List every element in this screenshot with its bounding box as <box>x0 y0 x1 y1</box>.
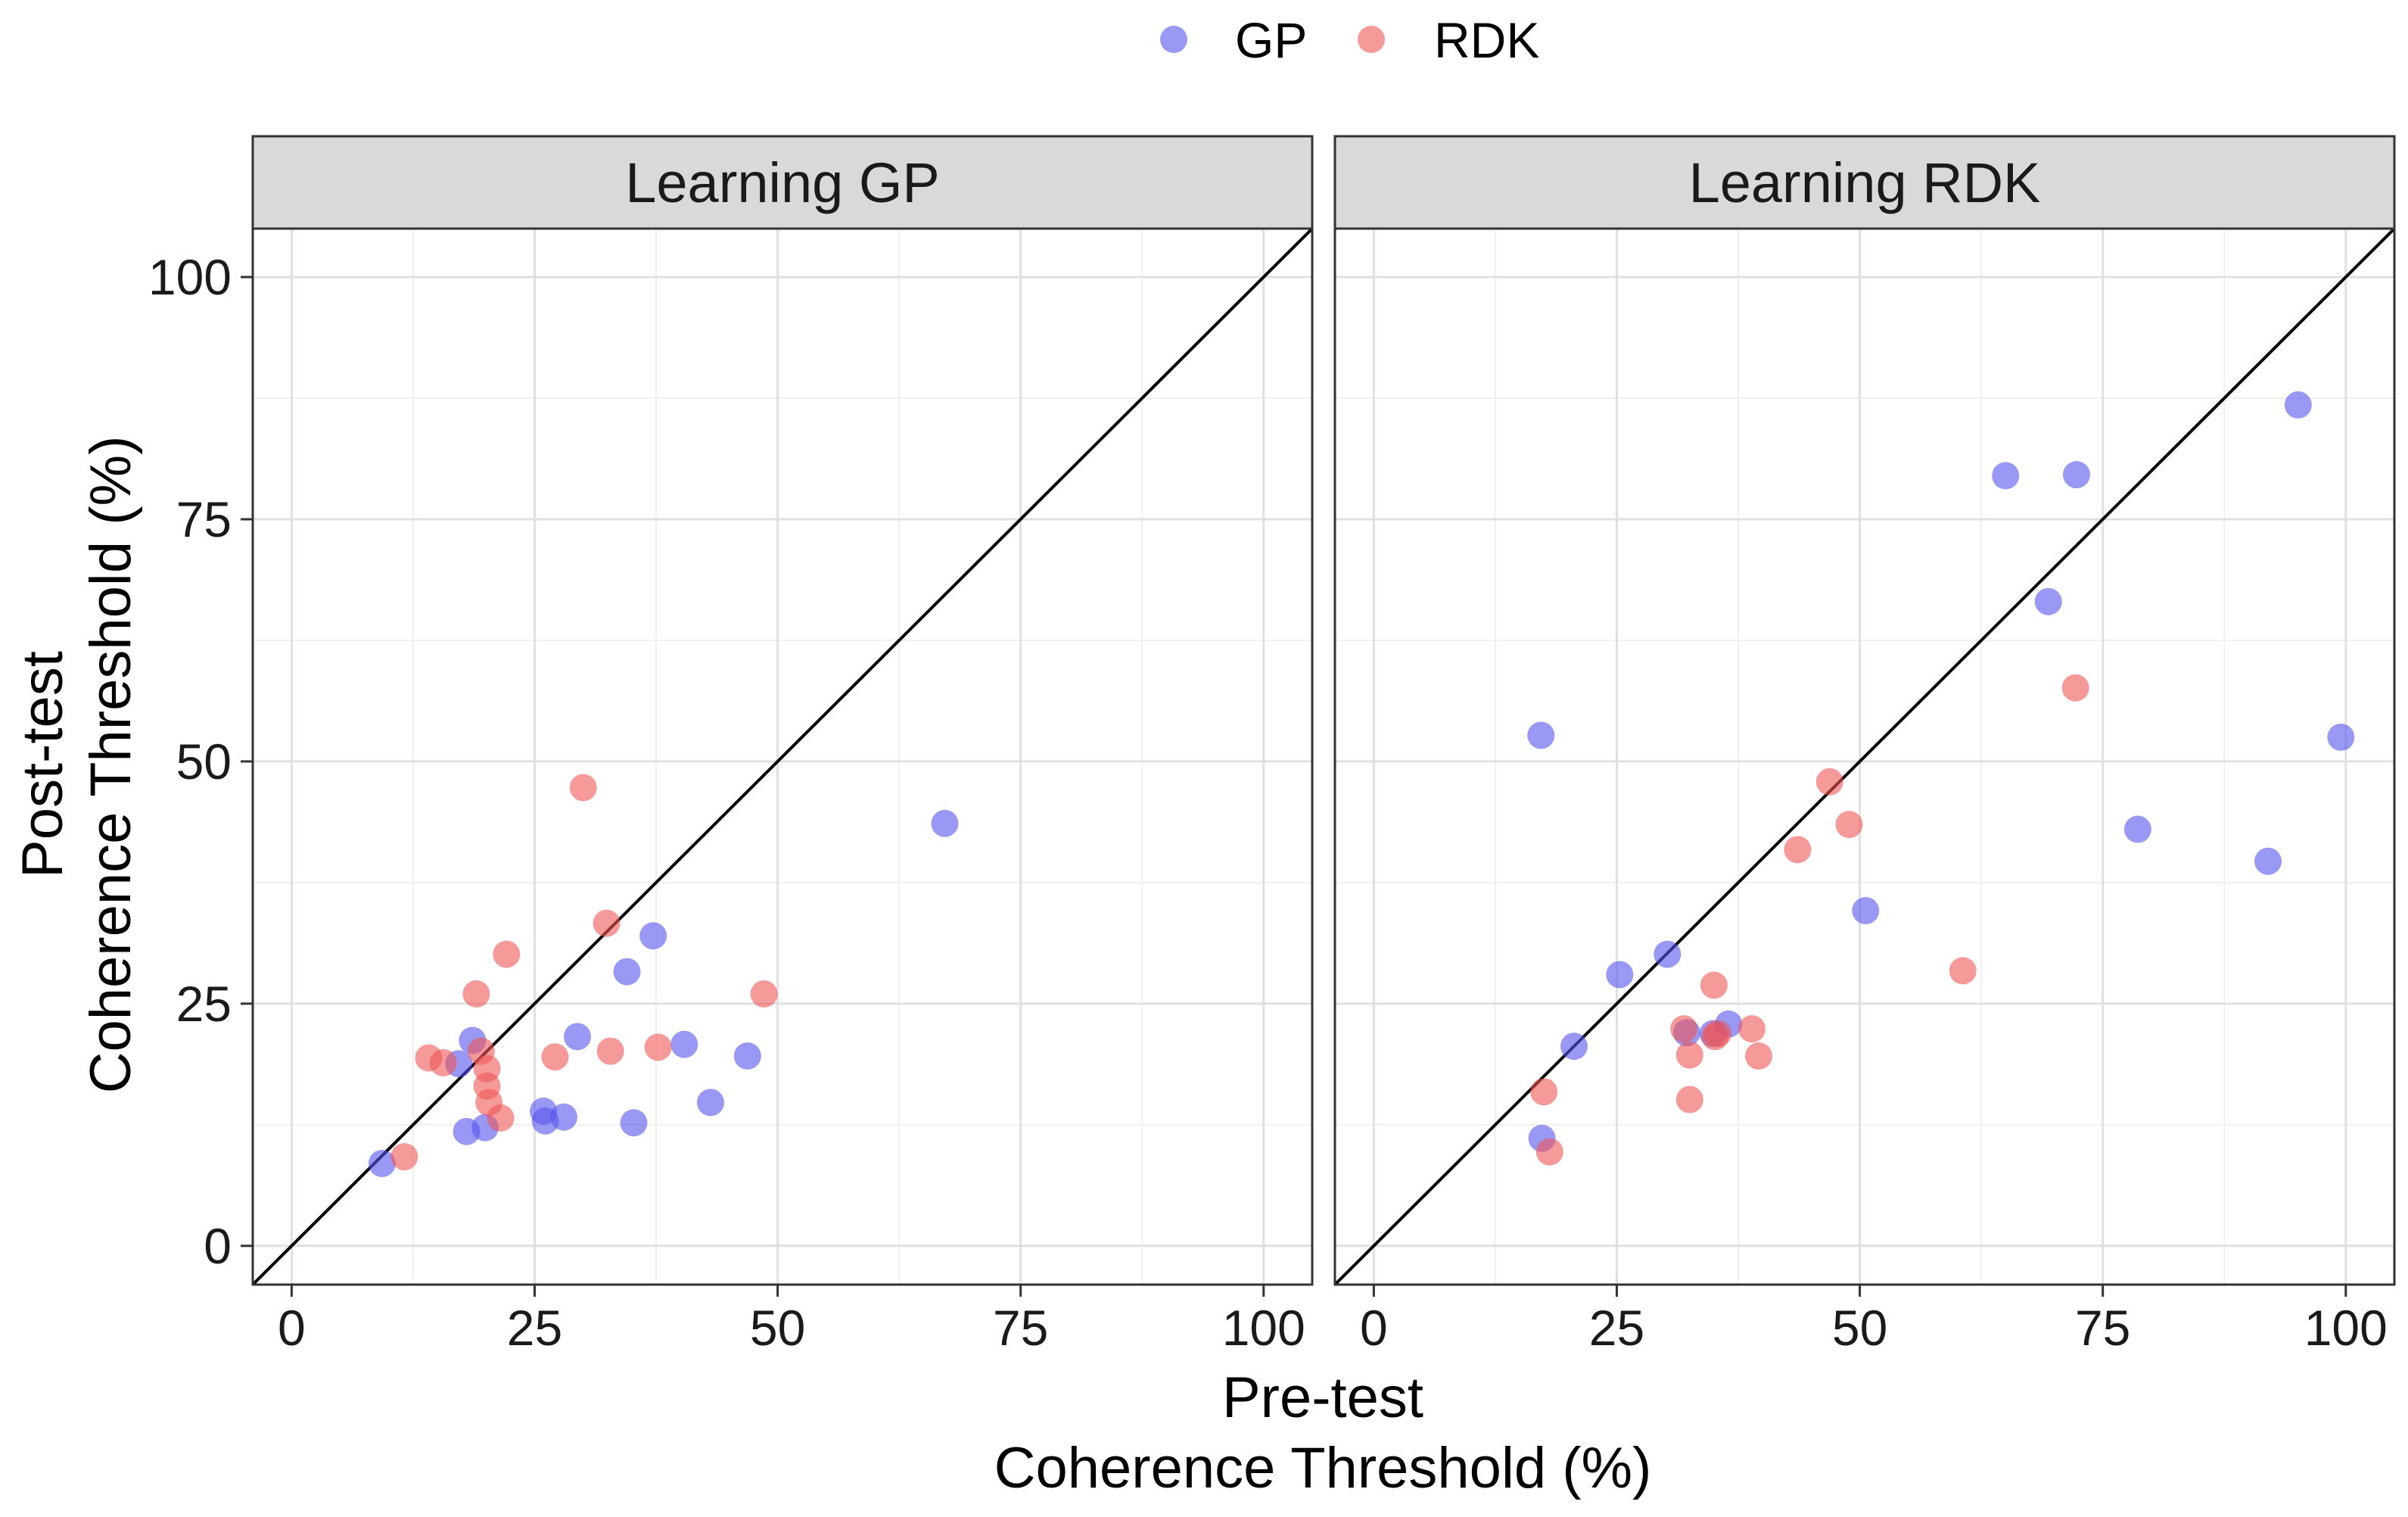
data-point-rdk <box>1535 1138 1563 1166</box>
x-tick-label: 100 <box>2304 1300 2388 1356</box>
data-point-gp <box>1654 940 1682 968</box>
y-tick-label: 100 <box>148 249 232 305</box>
data-point-gp <box>2123 815 2151 843</box>
x-tick-label: 50 <box>750 1300 805 1356</box>
x-tick-label: 0 <box>278 1300 306 1356</box>
legend-entry-rdk: RDK <box>1358 12 1539 68</box>
y-axis-title-line-1: Post-test <box>11 651 75 878</box>
data-point-gp <box>1992 462 2020 490</box>
data-point-rdk <box>1738 1015 1766 1043</box>
panel-border <box>1333 227 2396 1286</box>
y-tick-label: 50 <box>176 734 232 790</box>
data-point-rdk <box>1949 957 1977 985</box>
data-point-gp <box>670 1030 698 1058</box>
x-tick-label: 25 <box>507 1300 562 1356</box>
data-point-rdk <box>1835 811 1863 839</box>
data-point-rdk <box>487 1104 515 1132</box>
data-point-gp <box>620 1109 648 1137</box>
data-point-gp <box>368 1150 396 1178</box>
x-axis-title-line-2: Coherence Threshold (%) <box>994 1436 1652 1500</box>
data-point-rdk <box>1675 1041 1703 1069</box>
data-point-gp <box>1560 1033 1588 1061</box>
x-tick-label: 25 <box>1589 1300 1644 1356</box>
data-point-gp <box>2063 461 2090 489</box>
data-point-rdk <box>569 774 597 802</box>
panel-title: Learning RDK <box>1689 151 2041 214</box>
x-axis-title-line-1: Pre-test <box>1222 1366 1423 1430</box>
data-point-gp <box>1852 896 1880 924</box>
data-point-gp <box>2327 723 2355 751</box>
x-tick-label: 50 <box>1832 1300 1887 1356</box>
data-point-rdk <box>1784 836 1812 864</box>
data-point-rdk <box>1675 1086 1703 1114</box>
panel-strip <box>251 135 1314 230</box>
data-point-gp <box>696 1089 724 1117</box>
y-tick-label: 75 <box>176 491 232 547</box>
y-axis-title-line-2: Coherence Threshold (%) <box>79 436 143 1094</box>
legend-swatch <box>1358 26 1385 53</box>
legend-entry-gp: GP <box>1160 12 1307 68</box>
data-point-gp <box>931 809 959 837</box>
legend-label: RDK <box>1434 12 1539 68</box>
legend-swatch <box>1160 26 1187 53</box>
panel-1: Learning GP 0 25 50 75 100 0 25 50 75 100 <box>148 135 1314 1356</box>
data-point-rdk <box>593 909 621 937</box>
x-tick-label: 100 <box>1222 1300 1305 1356</box>
data-point-gp <box>2284 391 2312 419</box>
data-point-rdk <box>1745 1042 1772 1070</box>
series-rdk <box>390 774 778 1171</box>
data-point-rdk <box>462 980 490 1008</box>
data-point-rdk <box>750 980 778 1008</box>
data-point-gp <box>563 1023 591 1051</box>
data-point-rdk <box>2061 674 2089 702</box>
data-point-rdk <box>644 1033 672 1061</box>
data-point-rdk <box>1530 1078 1558 1106</box>
panel-2: Learning RDK 0 25 50 75 100 <box>1333 135 2396 1356</box>
panel-title: Learning GP <box>625 151 940 214</box>
data-point-gp <box>613 958 641 986</box>
data-point-rdk <box>493 940 521 968</box>
data-point-rdk <box>541 1043 569 1071</box>
data-point-rdk <box>1815 768 1843 796</box>
data-point-gp <box>2254 847 2282 875</box>
x-tick-label: 0 <box>1360 1300 1388 1356</box>
data-point-gp <box>2034 587 2062 615</box>
data-point-rdk <box>390 1143 418 1171</box>
data-point-gp <box>550 1103 578 1131</box>
panel-border <box>251 227 1314 1286</box>
y-tick-label: 0 <box>204 1218 232 1274</box>
legend-label: GP <box>1235 12 1307 68</box>
series-gp <box>368 809 959 1178</box>
y-tick-label: 25 <box>176 976 232 1032</box>
data-point-rdk <box>1704 1020 1732 1048</box>
data-point-gp <box>1527 721 1555 749</box>
panel-strip <box>1333 135 2396 230</box>
data-point-gp <box>639 922 667 950</box>
identity-line <box>1335 229 2394 1285</box>
x-tick-label: 75 <box>2075 1300 2130 1356</box>
data-point-rdk <box>1700 971 1728 999</box>
data-point-rdk <box>1670 1015 1698 1043</box>
data-point-gp <box>733 1042 761 1070</box>
data-point-rdk <box>429 1048 457 1076</box>
data-point-rdk <box>596 1037 624 1065</box>
series-rdk <box>1530 674 2089 1166</box>
identity-line <box>253 229 1312 1285</box>
panels: Learning GP0 25 50 75 1000255075100Learning … <box>148 135 2396 1356</box>
x-tick-label: 75 <box>993 1300 1048 1356</box>
data-point-gp <box>1606 961 1634 989</box>
series-gp <box>1527 391 2355 1152</box>
legend: GP RDK <box>1160 12 1539 68</box>
